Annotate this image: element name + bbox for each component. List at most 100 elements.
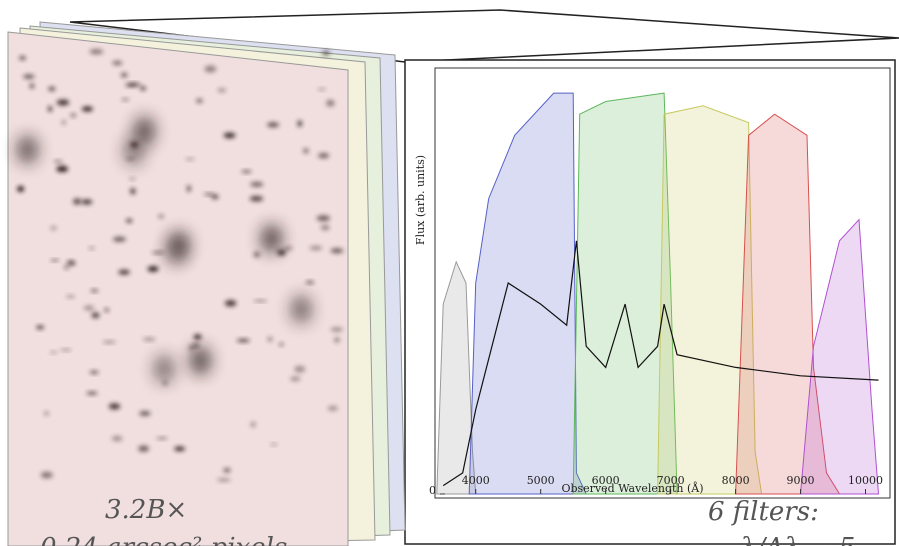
galaxy [70, 113, 77, 118]
galaxy [50, 226, 57, 231]
galaxy [81, 199, 93, 205]
galaxy [121, 98, 129, 101]
galaxy [138, 445, 150, 452]
galaxy [267, 122, 280, 128]
galaxy [211, 194, 219, 200]
galaxy [112, 236, 126, 242]
spectrum [442, 240, 879, 487]
galaxy [60, 348, 72, 351]
galaxy [102, 340, 116, 344]
galaxy [40, 471, 53, 479]
galaxy [72, 198, 82, 205]
galaxy [56, 165, 69, 173]
galaxy [17, 135, 38, 164]
layer-pink [7, 31, 349, 546]
galaxy [284, 246, 293, 250]
spectrum-chart: 4000 5000 6000 7000 8000 9000 10000 0 Observed W… [414, 67, 891, 499]
galaxy [169, 230, 190, 259]
galaxy [276, 249, 286, 256]
galaxy [224, 299, 237, 307]
galaxy [56, 99, 70, 106]
galaxy [186, 185, 191, 192]
galaxy [253, 251, 261, 258]
filter-curve [799, 218, 880, 495]
galaxy [125, 219, 133, 223]
x-tick-label: 10000 [848, 474, 883, 487]
galaxy [61, 119, 66, 125]
galaxy [50, 259, 59, 262]
filter-curve [735, 113, 841, 495]
galaxy [204, 193, 214, 196]
galaxy [223, 132, 236, 139]
galaxy [305, 281, 315, 284]
galaxy [112, 60, 123, 66]
galaxy [151, 251, 165, 254]
galaxy [89, 370, 99, 374]
caption: λ/Δλ ~ 5 [739, 533, 855, 546]
galaxy [104, 308, 109, 312]
galaxy [53, 160, 63, 163]
galaxy [81, 106, 93, 112]
galaxy [330, 248, 344, 254]
galaxy [48, 105, 53, 112]
galaxy [326, 99, 335, 107]
plot-frame [434, 67, 891, 499]
galaxy [91, 312, 100, 319]
galaxy [316, 215, 331, 222]
galaxy [89, 247, 95, 250]
galaxy [50, 351, 57, 354]
galaxy [327, 406, 338, 411]
x-tick-label: 9000 [787, 474, 815, 487]
galaxy [294, 365, 306, 373]
galaxy [111, 435, 123, 442]
galaxy [128, 82, 142, 86]
galaxy [188, 344, 194, 351]
galaxy [66, 260, 74, 265]
galaxy [44, 411, 49, 416]
x-tick-label: 5000 [527, 474, 555, 487]
galaxy [66, 295, 75, 299]
galaxy [140, 86, 146, 91]
galaxy [17, 185, 25, 193]
galaxy [217, 88, 226, 93]
galaxy [83, 305, 95, 311]
x-tick-label: 8000 [722, 474, 750, 487]
galaxy [204, 65, 217, 73]
galaxy [309, 245, 323, 251]
galaxy [236, 338, 250, 343]
galaxy [23, 74, 35, 79]
galaxy [303, 148, 309, 154]
galaxy [64, 265, 69, 270]
galaxy [250, 422, 256, 427]
galaxy [86, 391, 98, 395]
x-axis-label: Observed Wavelength (Å) [561, 481, 703, 495]
galaxy [134, 116, 155, 145]
galaxy [297, 120, 302, 127]
galaxy [334, 337, 340, 343]
galaxy-field [17, 49, 344, 482]
galaxy [158, 214, 164, 219]
galaxy [108, 403, 121, 410]
galaxy [196, 98, 203, 103]
galaxy [118, 269, 130, 275]
galaxy [48, 86, 56, 91]
galaxy [142, 337, 156, 341]
galaxy [193, 334, 202, 340]
galaxy [147, 265, 159, 272]
galaxy [261, 224, 282, 253]
galaxy [19, 56, 26, 60]
galaxy [185, 157, 195, 161]
galaxy [216, 478, 231, 482]
galaxy [223, 468, 231, 473]
galaxy [129, 177, 135, 181]
galaxy [154, 354, 175, 383]
galaxy [253, 299, 267, 302]
galaxy [120, 72, 128, 78]
galaxy [322, 50, 330, 56]
x-tick-label: 4000 [462, 474, 490, 487]
galaxy [139, 411, 151, 416]
galaxy [317, 153, 330, 159]
galaxy [90, 289, 99, 293]
galaxy [127, 157, 134, 161]
